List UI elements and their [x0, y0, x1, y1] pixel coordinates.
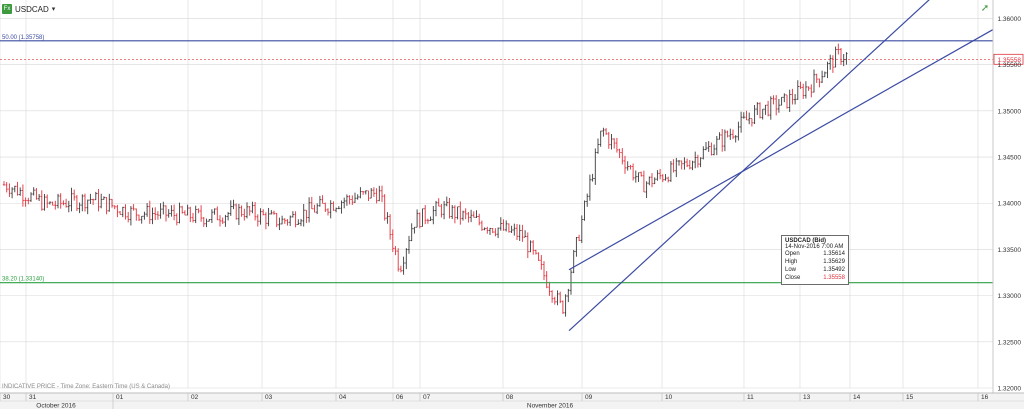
- y-tick-label: 1.35000: [998, 108, 1022, 115]
- y-tick-label: 1.33500: [998, 247, 1022, 254]
- y-tick-label: 1.32000: [998, 386, 1022, 393]
- fib-level-label: 50.00 (1.35758): [2, 35, 44, 41]
- info-row-close: Close 1.35558: [785, 274, 845, 282]
- info-title: USDCAD (Bid): [785, 238, 826, 244]
- info-value: 1.35614: [823, 251, 845, 257]
- trendline: [568, 0, 930, 332]
- x-tick-label: 04: [339, 394, 347, 401]
- x-month-label: November 2016: [527, 403, 574, 410]
- fib-levels: 50.00 (1.35758) 38.20 (1.33140) 1.35558: [0, 35, 1024, 284]
- symbol-label: USDCAD: [15, 4, 49, 14]
- x-tick-label: 09: [585, 394, 593, 401]
- y-tick-label: 1.36000: [998, 16, 1022, 23]
- x-tick-label: 03: [265, 394, 273, 401]
- x-tick-label: 11: [747, 394, 754, 401]
- info-row-low: Low 1.35492: [785, 266, 845, 274]
- symbol-header[interactable]: Fx USDCAD ▾: [2, 2, 55, 16]
- x-tick-label: 01: [116, 394, 124, 401]
- trend-arrow-icon[interactable]: ➚: [980, 3, 990, 14]
- current-price-box: [993, 53, 1024, 65]
- x-tick-label: 14: [853, 394, 861, 401]
- x-tick-label: 31: [29, 394, 37, 401]
- info-value: 1.35558: [823, 275, 845, 281]
- x-tick-label: 08: [506, 394, 514, 401]
- trendlines: [568, 0, 994, 332]
- x-tick-label: 13: [803, 394, 811, 401]
- y-tick-label: 1.35500: [998, 62, 1022, 69]
- x-tick-label: 10: [665, 394, 673, 401]
- y-tick-label: 1.34000: [998, 201, 1022, 208]
- current-price-label: 1.35558: [998, 57, 1022, 64]
- info-datetime: 14-Nov-2016 7:00 AM: [785, 244, 844, 250]
- info-label: High: [785, 259, 798, 265]
- info-row-open: Open 1.35614: [785, 250, 845, 258]
- x-tick-label: 16: [981, 394, 989, 401]
- x-tick-label: 02: [191, 394, 199, 401]
- trendline: [568, 29, 994, 271]
- x-tick-label: 15: [906, 394, 914, 401]
- info-row-high: High 1.35629: [785, 258, 845, 266]
- fx-icon: Fx: [2, 4, 12, 14]
- indicative-price-note: INDICATIVE PRICE - Time Zone: Eastern Ti…: [2, 384, 170, 390]
- y-tick-label: 1.32500: [998, 339, 1022, 346]
- info-value: 1.35492: [823, 267, 845, 273]
- y-tick-label: 1.33000: [998, 293, 1022, 300]
- info-label: Low: [785, 267, 797, 273]
- fib-level-label: 38.20 (1.33140): [2, 277, 44, 283]
- x-tick-label: 07: [423, 394, 431, 401]
- y-tick-label: 1.34500: [998, 155, 1022, 162]
- x-tick-label: 06: [396, 394, 404, 401]
- ohlc-info-box: USDCAD (Bid) 14-Nov-2016 7:00 AM Open 1.…: [781, 235, 849, 285]
- x-tick-label: 30: [3, 394, 11, 401]
- x-month-label: October 2016: [36, 403, 76, 410]
- candles: [2, 43, 848, 317]
- chevron-down-icon[interactable]: ▾: [51, 6, 56, 13]
- info-label: Open: [785, 251, 800, 257]
- info-label: Close: [785, 275, 801, 281]
- info-value: 1.35629: [823, 259, 845, 265]
